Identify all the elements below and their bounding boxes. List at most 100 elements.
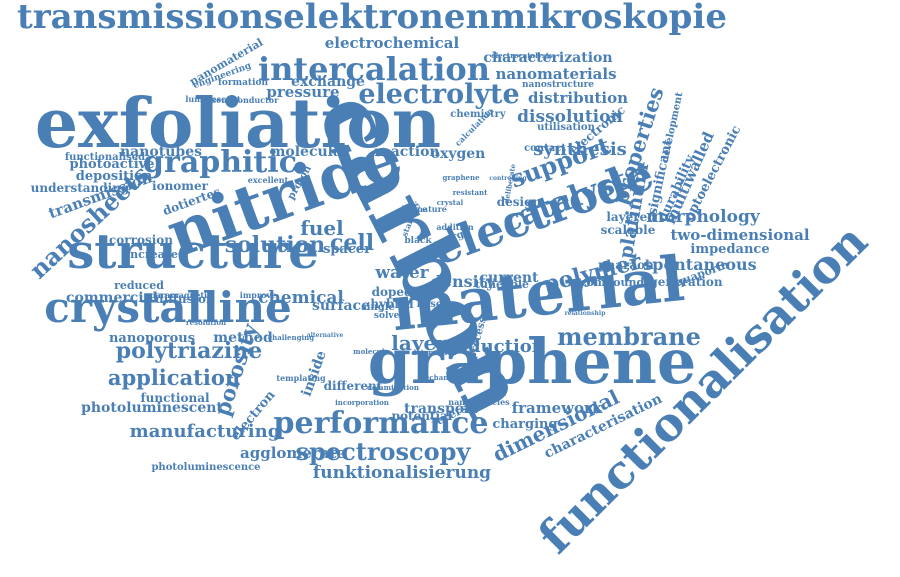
- word-alternative-114: alternative: [307, 332, 344, 339]
- word-graphitic-10: graphitic: [143, 145, 297, 180]
- word-surface-91: surface: [312, 298, 370, 314]
- word-exchange-64: exchange: [291, 74, 365, 90]
- word-graphene-25: graphene: [368, 325, 697, 398]
- word-increase-77: increase: [126, 248, 178, 261]
- word-distribution-7: distribution: [528, 89, 628, 107]
- word-formation-103: formation: [218, 78, 269, 88]
- word-incorporation-119: incorporation: [335, 398, 389, 407]
- word-luminescent-106: luminescent: [185, 94, 241, 104]
- word-nanomaterials-4: nanomaterials: [495, 65, 616, 83]
- word-chemistry-99: chemistry: [450, 109, 507, 120]
- word-dissolution-8: dissolution: [517, 107, 623, 127]
- word-functional-62: functional: [140, 391, 210, 405]
- word-charging-54: charging: [492, 417, 557, 432]
- word-performance-33: performance: [274, 406, 489, 441]
- word-based-126: based: [417, 299, 449, 310]
- word-doped-93: doped: [372, 285, 413, 299]
- word-application-32: application: [108, 365, 240, 390]
- word-funktionalisierung-35: funktionalisierung: [313, 463, 491, 483]
- word-utilisation-100: utilisation: [537, 122, 595, 133]
- word-compound-85: compound: [580, 276, 645, 289]
- word-manufacturing-37: manufacturing: [130, 421, 281, 442]
- word-molecular-65: molecular: [271, 144, 350, 160]
- word-black-130: black: [404, 236, 432, 246]
- word-pharaoh-82: pharaoh: [598, 258, 654, 272]
- word-crystalline-23: crystalline: [44, 283, 292, 332]
- word-nanoparticles-120: nanoparticles: [448, 397, 510, 407]
- word-synthesis-14: synthesis: [533, 139, 627, 160]
- word-reduced-78: reduced: [114, 279, 164, 292]
- word-two-dimensional-44: two-dimensional: [670, 226, 809, 244]
- word-morphology-43: morphology: [646, 207, 761, 227]
- word-layered-80: layered: [606, 210, 656, 224]
- word-nanostructure-101: nanostructure: [522, 80, 594, 90]
- word-potential-87: potential: [392, 409, 453, 423]
- word-delamination-116: delamination: [367, 383, 419, 392]
- word-solution-20: solution: [225, 232, 326, 258]
- word-commercial-59: commercial: [66, 290, 158, 306]
- word-resolution-110: resolution: [186, 318, 226, 327]
- word-solvent-128: solvent: [374, 311, 411, 321]
- word-electrolyte-6: electrolyte: [358, 79, 519, 110]
- word-spontaneous-42: spontaneous: [643, 255, 756, 274]
- word-photoluminescent-38: photoluminescent: [81, 400, 223, 416]
- word-relationship-121: relationship: [565, 310, 606, 317]
- word-addition-125: addition: [436, 222, 473, 232]
- word-design-95: design: [497, 195, 542, 209]
- word-impedance-45: impedance: [690, 242, 769, 257]
- word-single-127: single: [361, 302, 395, 313]
- word-structure-18: structure: [67, 224, 319, 280]
- word-generation-83: generation: [649, 275, 723, 289]
- word-scalable-81: scalable: [601, 223, 656, 237]
- word-spacer-92: spacer: [323, 242, 371, 257]
- word-method-60: method: [213, 330, 273, 346]
- word-nanotubes-68: nanotubes: [120, 144, 202, 160]
- word-cell-21: cell: [330, 230, 374, 256]
- word-templating-112: templating: [276, 373, 326, 383]
- word-characterization-3: characterization: [483, 50, 612, 66]
- word-transmissionselektronenmikroskopie-0: transmissionselektronenmikroskopie: [17, 0, 727, 37]
- word-framework-51: framework: [512, 399, 603, 417]
- word-layer-29: layer: [391, 331, 447, 355]
- word-chemical-58: chemical: [258, 288, 344, 308]
- word-controlling-135: controlling: [489, 175, 527, 182]
- word-semiconductor-105: semiconductor: [212, 95, 279, 105]
- word-reaction-66: reaction: [374, 144, 439, 160]
- word-determined-117: determined: [411, 348, 456, 357]
- word-nanoporous-61: nanoporous: [109, 331, 195, 346]
- word-mechanical-118: mechanical: [418, 373, 463, 382]
- word-transport-53: transport: [404, 401, 478, 417]
- word-graphene-137: graphene: [442, 173, 480, 182]
- word-crystal-134: crystal: [437, 198, 464, 207]
- word-water-57: water: [374, 263, 429, 283]
- word-spectroscopy-34: spectroscopy: [296, 437, 472, 466]
- word-reduction-30: reduction: [447, 336, 545, 357]
- word-electrocatalysts-122: electrocatalysts: [491, 51, 553, 60]
- word-device-132: device: [399, 204, 427, 214]
- word-improve-111: improve: [240, 290, 276, 300]
- word-membrane-28: membrane: [557, 322, 701, 351]
- word-excellent-108: excellent: [248, 175, 289, 185]
- word-hybrid-94: hybrid: [370, 297, 414, 311]
- word-molecule-115: molecule: [353, 347, 389, 356]
- word-agglomerate-39: agglomerate: [240, 444, 346, 462]
- word-photoluminescence-98: photoluminescence: [151, 462, 260, 473]
- word-fuel-22: fuel: [300, 216, 344, 240]
- word-resistant-138: resistant: [453, 188, 489, 197]
- word-exfoliation-5: exfoliation: [35, 84, 441, 164]
- word-oxygen-67: oxygen: [431, 146, 486, 162]
- word-challenging-113: challenging: [268, 333, 314, 342]
- word-diffusion-79: diffusion: [155, 292, 215, 306]
- word-functionalised-72: functionalised: [65, 152, 145, 163]
- word-paramagnetic-109: paramagnetic: [150, 290, 212, 300]
- word-pressure-63: pressure: [266, 83, 339, 101]
- word-photoactive-69: photoactive: [70, 157, 155, 172]
- word-contact-96: contact: [524, 143, 566, 154]
- word-corrosion-76: corrosion: [109, 233, 173, 247]
- word-ionomer-74: ionomer: [152, 179, 209, 193]
- word-intercalation-2: intercalation: [258, 50, 490, 88]
- word-tuneable-97: tuneable: [475, 278, 529, 291]
- word-nature-133: nature: [417, 204, 447, 214]
- word-density-55: density: [431, 272, 496, 291]
